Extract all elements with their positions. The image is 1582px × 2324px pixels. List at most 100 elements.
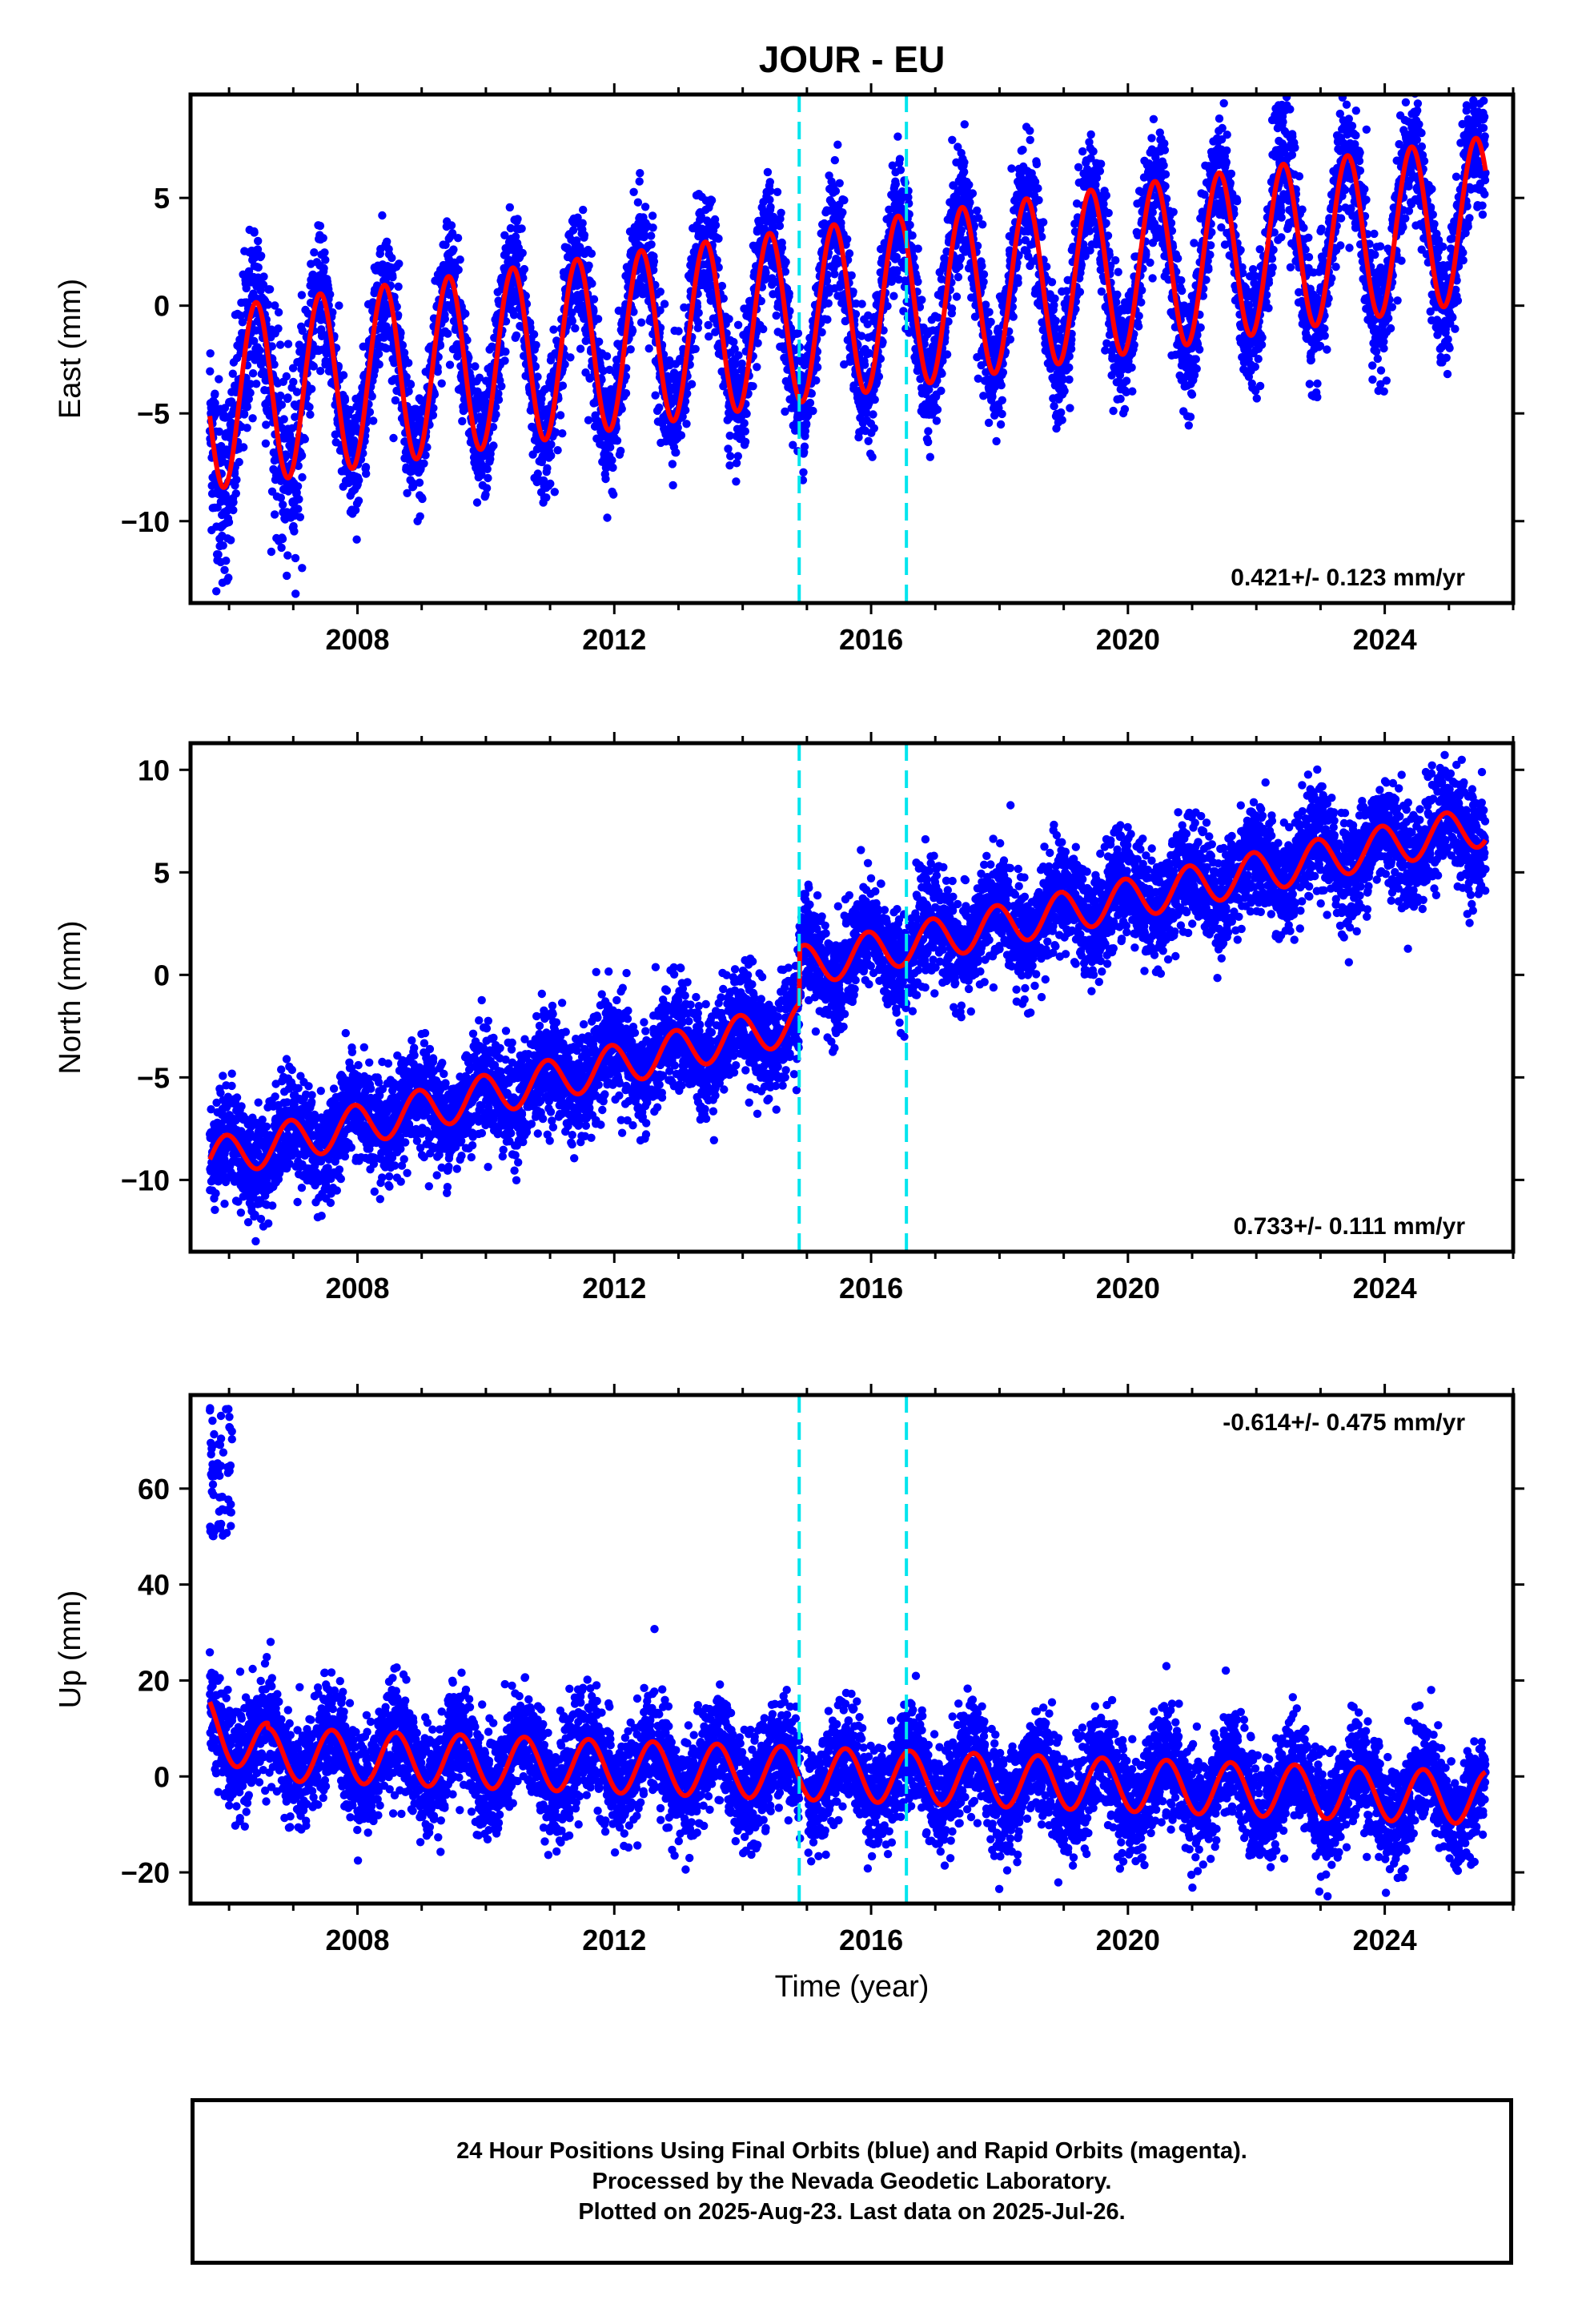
data-point bbox=[1065, 352, 1074, 361]
data-point bbox=[238, 318, 247, 327]
data-point bbox=[1007, 164, 1016, 173]
data-point bbox=[518, 248, 527, 258]
data-point bbox=[549, 325, 558, 334]
data-point bbox=[265, 285, 275, 294]
data-point bbox=[870, 395, 879, 404]
data-point bbox=[655, 403, 664, 412]
data-point bbox=[1066, 404, 1074, 412]
data-point bbox=[979, 270, 989, 279]
data-point bbox=[1034, 195, 1043, 205]
data-point bbox=[979, 277, 988, 287]
data-point bbox=[937, 386, 946, 396]
data-point bbox=[978, 220, 987, 229]
data-point bbox=[805, 398, 815, 408]
data-point bbox=[668, 460, 677, 468]
data-point bbox=[436, 341, 445, 350]
data-point bbox=[246, 380, 255, 388]
data-point bbox=[319, 234, 327, 243]
data-point bbox=[986, 317, 995, 327]
data-point bbox=[445, 360, 455, 369]
data-point bbox=[283, 571, 291, 581]
data-point bbox=[669, 480, 677, 490]
data-point bbox=[533, 372, 542, 381]
data-point bbox=[1032, 159, 1042, 169]
data-point bbox=[352, 535, 361, 544]
data-point bbox=[725, 315, 733, 324]
data-point bbox=[369, 416, 378, 425]
data-point bbox=[677, 431, 686, 440]
data-point bbox=[378, 211, 387, 220]
data-point bbox=[1047, 278, 1057, 287]
data-point bbox=[418, 494, 427, 504]
data-point bbox=[584, 261, 593, 270]
data-point bbox=[726, 452, 735, 460]
data-point bbox=[1066, 344, 1076, 353]
data-point bbox=[799, 468, 808, 476]
data-point bbox=[621, 388, 631, 398]
data-point bbox=[948, 135, 957, 144]
data-point bbox=[500, 356, 509, 365]
data-point bbox=[707, 196, 717, 205]
data-point bbox=[227, 536, 235, 545]
data-point bbox=[960, 158, 969, 167]
data-point bbox=[857, 300, 866, 308]
data-point bbox=[277, 543, 286, 553]
data-point bbox=[315, 221, 325, 231]
data-point bbox=[283, 551, 292, 560]
data-point bbox=[271, 301, 279, 310]
data-point bbox=[298, 326, 307, 336]
data-point bbox=[458, 416, 467, 426]
data-point bbox=[298, 472, 307, 482]
data-point bbox=[492, 410, 500, 419]
data-point bbox=[257, 251, 266, 260]
data-point bbox=[978, 261, 986, 271]
data-point bbox=[448, 229, 457, 238]
data-point bbox=[733, 452, 742, 460]
data-point bbox=[229, 505, 238, 515]
data-point bbox=[601, 474, 610, 484]
data-point bbox=[362, 469, 371, 478]
data-point bbox=[847, 271, 856, 280]
data-point bbox=[529, 330, 539, 339]
data-point bbox=[472, 498, 482, 507]
data-point bbox=[682, 420, 691, 428]
data-point bbox=[274, 324, 283, 333]
data-point bbox=[896, 166, 905, 175]
data-point bbox=[833, 140, 842, 149]
data-point bbox=[303, 309, 312, 318]
data-point bbox=[412, 438, 422, 448]
data-point bbox=[262, 420, 271, 429]
data-point bbox=[242, 283, 251, 293]
data-point bbox=[660, 300, 669, 308]
data-point bbox=[633, 198, 643, 207]
data-point bbox=[316, 367, 325, 376]
data-point bbox=[428, 411, 438, 420]
data-point bbox=[433, 368, 442, 376]
data-point bbox=[501, 348, 510, 356]
data-point bbox=[926, 452, 935, 461]
data-point bbox=[354, 497, 363, 505]
data-point bbox=[365, 408, 375, 416]
data-point bbox=[319, 263, 328, 273]
data-point bbox=[840, 195, 849, 205]
data-point bbox=[558, 381, 568, 390]
data-point bbox=[307, 384, 316, 393]
data-point bbox=[566, 353, 575, 362]
data-point bbox=[259, 272, 268, 281]
data-point bbox=[763, 167, 773, 177]
data-point bbox=[1014, 279, 1022, 287]
data-point bbox=[532, 340, 540, 350]
data-point bbox=[635, 177, 644, 186]
data-point bbox=[220, 565, 229, 574]
data-point bbox=[571, 324, 580, 333]
data-point bbox=[616, 446, 625, 456]
data-point bbox=[246, 388, 255, 397]
data-point bbox=[215, 427, 224, 436]
data-point bbox=[456, 255, 464, 264]
data-point bbox=[391, 396, 400, 405]
data-point bbox=[556, 411, 565, 420]
data-point bbox=[845, 249, 854, 258]
data-point bbox=[212, 587, 221, 596]
data-point bbox=[355, 476, 363, 485]
